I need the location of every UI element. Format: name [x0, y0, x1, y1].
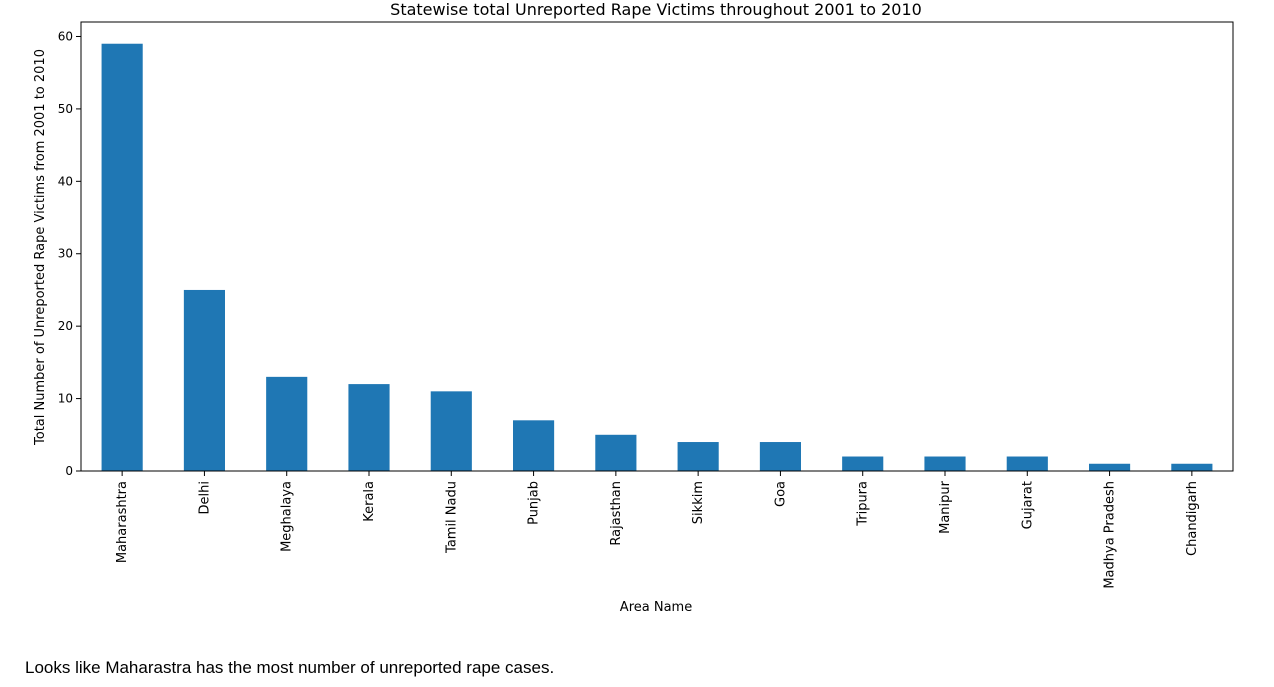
x-tick-label: Gujarat — [1020, 481, 1035, 529]
plot-frame — [80, 21, 1234, 472]
bar-punjab — [513, 420, 555, 471]
y-axis-label: Total Number of Unreported Rape Victims … — [33, 49, 48, 446]
y-tick-label: 0 — [65, 464, 73, 478]
bar-meghalaya — [266, 376, 308, 471]
chart-title: Statewise total Unreported Rape Victims … — [390, 0, 922, 19]
y-tick-label: 40 — [58, 174, 73, 188]
y-tick-label: 30 — [58, 247, 73, 261]
x-tick-label: Kerala — [362, 481, 377, 522]
x-tick-label: Tamil Nadu — [444, 481, 459, 554]
y-tick-label: 60 — [58, 29, 73, 43]
y-axis: 0 10 20 30 40 50 60 — [58, 29, 81, 478]
bar-delhi — [183, 289, 225, 471]
bar-kerala — [348, 384, 390, 471]
bar-sikkim — [677, 442, 719, 471]
x-axis: Maharashtra Delhi Meghalaya Kerala Tamil Nad… — [115, 471, 1200, 589]
bar-rajasthan — [595, 434, 637, 471]
x-tick-label: Delhi — [197, 481, 212, 514]
bar-gujarat — [1006, 456, 1048, 471]
bars-group — [101, 43, 1213, 472]
bar-chart: Statewise total Unreported Rape Victims … — [33, 0, 1234, 615]
x-tick-label: Meghalaya — [280, 481, 295, 552]
x-tick-label: Rajasthan — [609, 481, 624, 546]
x-tick-label: Goa — [773, 481, 788, 507]
x-tick-label: Manipur — [938, 480, 953, 534]
bar-chandigarh — [1171, 463, 1213, 471]
x-tick-label: Maharashtra — [115, 481, 130, 563]
x-tick-label: Punjab — [527, 481, 542, 525]
x-tick-label: Sikkim — [691, 481, 706, 524]
y-tick-label: 10 — [58, 392, 73, 406]
x-axis-label: Area Name — [620, 600, 692, 615]
bar-manipur — [924, 456, 966, 471]
y-tick-label: 20 — [58, 319, 73, 333]
x-tick-label: Chandigarh — [1185, 481, 1200, 556]
x-tick-label: Madhya Pradesh — [1103, 481, 1118, 589]
bar-tripura — [842, 456, 884, 471]
bar-tamil-nadu — [430, 391, 472, 471]
caption-text: Looks like Maharastra has the most numbe… — [25, 658, 555, 677]
bar-madhya-pradesh — [1089, 463, 1131, 471]
bar-goa — [759, 442, 801, 471]
y-tick-label: 50 — [58, 102, 73, 116]
x-tick-label: Tripura — [856, 481, 871, 527]
bar-maharashtra — [101, 43, 143, 472]
